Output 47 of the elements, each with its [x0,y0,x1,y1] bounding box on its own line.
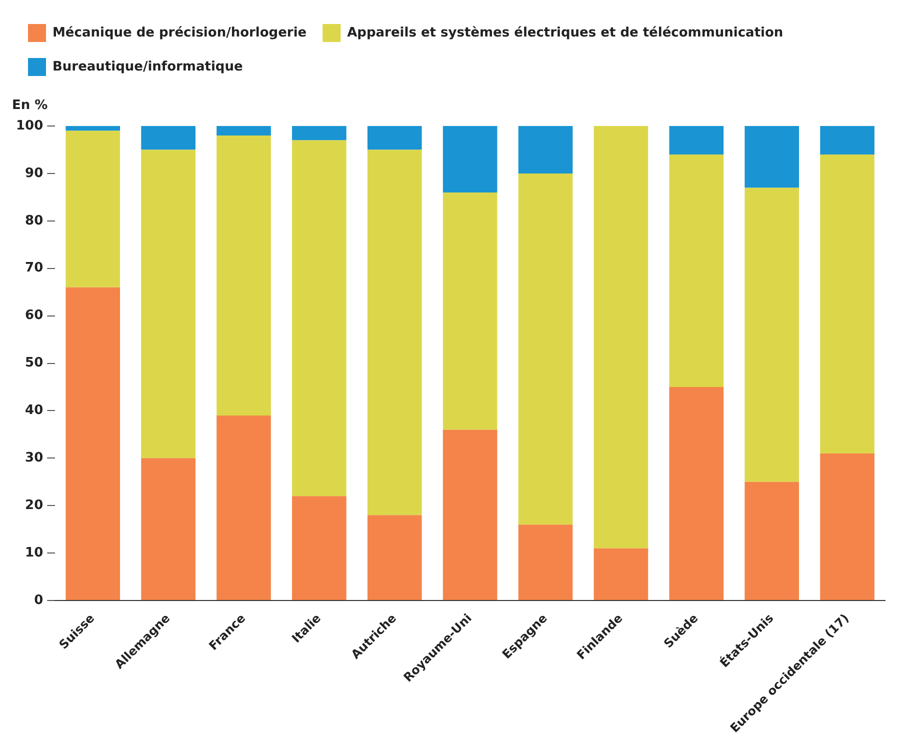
y-tick-label: 0 [34,592,44,608]
bar [820,453,874,600]
y-tick-label: 20 [25,498,44,514]
y-tick-label: 50 [25,356,44,371]
bar [518,126,573,174]
legend-label: Bureautique/informatique [52,59,243,74]
bar [669,154,724,388]
legend-label: Appareils et systèmes électriques et de télécommunication [347,25,784,40]
bar [367,150,422,516]
bar [216,415,271,600]
bar [141,126,196,150]
bar [292,496,346,600]
y-tick-label: 90 [25,166,44,181]
y-tick-label: 80 [25,213,44,228]
y-axis-title: En % [12,98,48,113]
y-tick-label: 60 [25,308,44,324]
y-tick-label: 40 [25,403,44,418]
bar [442,126,498,192]
bar [367,126,422,150]
bar [442,192,498,430]
bar [442,430,498,600]
bar [141,150,196,458]
bar [744,126,799,188]
bar [669,126,724,154]
bar [216,126,271,136]
bar [518,173,573,525]
bar [66,287,120,600]
y-tick-label: 100 [16,118,44,134]
bar [66,126,120,131]
bar [744,482,799,600]
y-tick-label: 70 [25,260,44,276]
bar [594,548,648,600]
bar [216,135,271,416]
bar [292,140,346,496]
bar [367,515,422,600]
bar [292,126,346,140]
legend-label: Mécanique de précision/horlogerie [52,25,307,40]
bar [518,524,573,600]
y-tick-label: 10 [25,545,44,560]
bar [141,458,196,600]
bar [744,188,799,482]
bar [820,126,874,154]
bar [66,130,120,288]
bar [669,387,724,600]
bar [820,154,874,454]
y-tick-label: 30 [25,450,44,466]
bar [594,126,648,548]
